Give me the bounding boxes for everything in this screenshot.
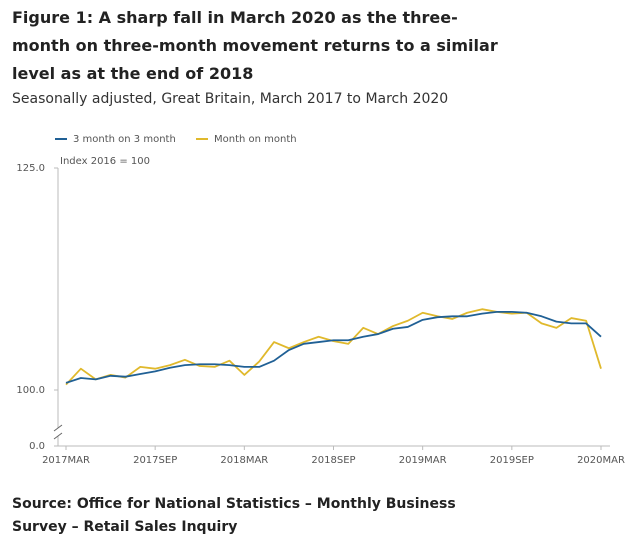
source: Source: Office for National Statistics –…: [12, 496, 456, 535]
x-tick-label: 2020MAR: [577, 455, 625, 466]
legend-label: 3 month on 3 month: [73, 134, 176, 145]
axis-break: [53, 424, 63, 432]
x-tick-label: 2017MAR: [42, 455, 90, 466]
x-tick-label: 2019SEP: [490, 455, 534, 466]
x-tick-label: 2017SEP: [133, 455, 177, 466]
y-tick-label: 100.0: [16, 385, 45, 396]
chart: Index 2016 = 100 0.0 100.0 125.0 2017MAR 201…: [16, 134, 625, 466]
axis-break: [53, 432, 63, 440]
chart-subtitle: Seasonally adjusted, Great Britain, Marc…: [12, 91, 449, 107]
x-tick-label: 2018MAR: [220, 455, 268, 466]
x-tick-label: 2018SEP: [311, 455, 355, 466]
chart-title: Figure 1: A sharp fall in March 2020 as …: [12, 8, 498, 83]
legend-label: Month on month: [214, 134, 297, 145]
y-tick-label: 125.0: [16, 163, 45, 174]
x-tick-label: 2019MAR: [399, 455, 447, 466]
y-tick-label: 0.0: [29, 441, 45, 452]
y-note: Index 2016 = 100: [60, 156, 150, 167]
series-line: [65, 310, 602, 384]
